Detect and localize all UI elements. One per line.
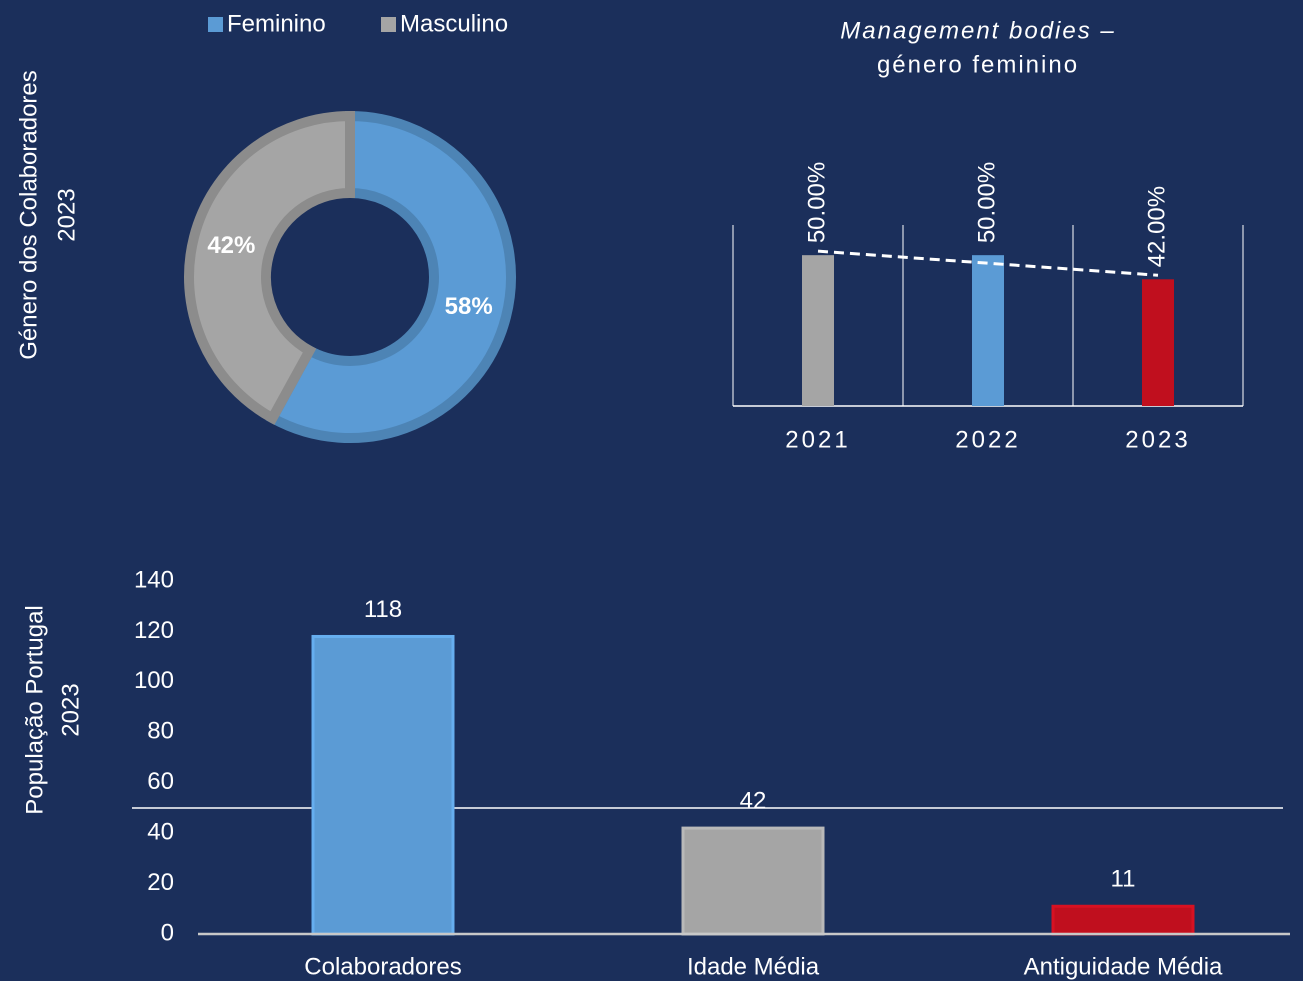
bar	[972, 255, 1004, 406]
y-tick-label: 0	[161, 919, 174, 946]
chart-title: género feminino	[877, 51, 1079, 78]
bar-value-label: 42	[740, 787, 767, 814]
y-tick-label: 120	[134, 617, 174, 644]
side-label: 2023	[57, 683, 84, 736]
bar-value-label: 42.00%	[1143, 186, 1170, 267]
slice-label: 58%	[445, 293, 493, 320]
trendline	[817, 249, 1159, 277]
x-tick-label: 2021	[785, 426, 850, 453]
donut-slice	[184, 110, 355, 425]
x-tick-label: Idade Média	[687, 953, 820, 980]
side-label: População Portugal	[21, 605, 48, 814]
legend-swatch	[381, 17, 396, 32]
bar	[1051, 904, 1195, 936]
x-tick-label: Antiguidade Média	[1024, 953, 1223, 980]
x-tick-label: 2022	[955, 426, 1020, 453]
bar-value-label: 118	[364, 596, 402, 623]
legend-label: Masculino	[400, 10, 508, 37]
legend-swatch	[208, 17, 223, 32]
y-tick-label: 100	[134, 667, 174, 694]
y-tick-label: 20	[147, 869, 174, 896]
bar	[311, 634, 455, 936]
slice-label: 42%	[207, 232, 255, 259]
bar	[1142, 279, 1174, 406]
x-tick-label: Colaboradores	[304, 953, 461, 980]
x-tick-label: 2023	[1125, 426, 1190, 453]
y-tick-label: 40	[147, 818, 174, 845]
side-label: 2023	[53, 188, 80, 241]
side-label: Género dos Colaboradores	[15, 70, 42, 360]
legend-label: Feminino	[227, 10, 326, 37]
y-tick-label: 60	[147, 768, 174, 795]
bar-value-label: 11	[1111, 866, 1136, 893]
bar	[681, 826, 825, 936]
bar-value-label: 50.00%	[973, 162, 1000, 243]
bar-value-label: 50.00%	[803, 162, 830, 243]
donut-slice	[265, 110, 516, 443]
chart-title: Management bodies –	[840, 17, 1116, 44]
y-tick-label: 80	[147, 718, 174, 745]
y-tick-label: 140	[134, 566, 174, 593]
bar	[802, 255, 834, 406]
